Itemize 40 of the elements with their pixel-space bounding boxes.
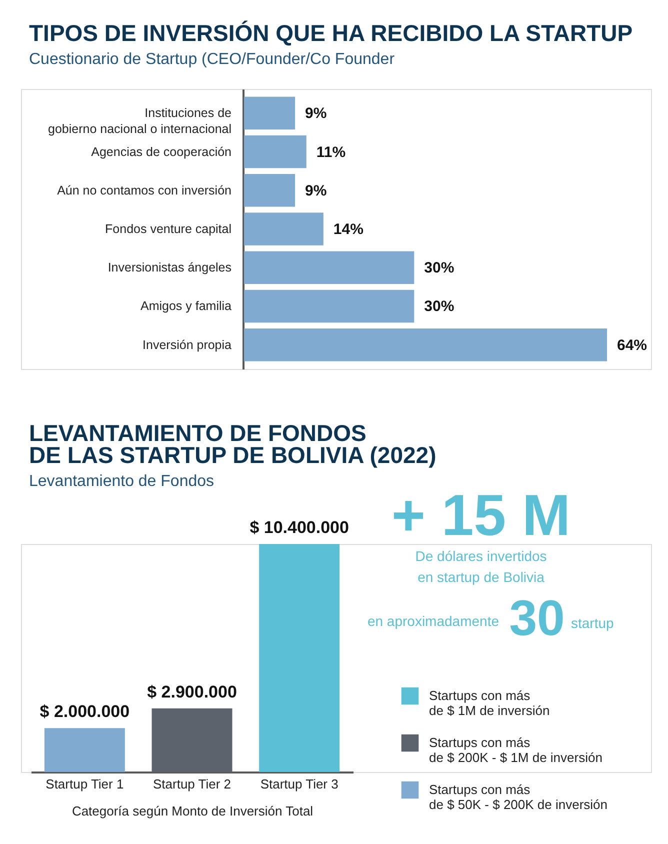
x-tick-label: Startup Tier 3 [260, 776, 338, 792]
text: 30 [509, 590, 565, 646]
data-label: 64% [617, 336, 648, 354]
legend-label: Startups con más de $ 200K - $ 1M de inversión [429, 735, 602, 765]
x-tick-label: Startup Tier 1 [46, 776, 124, 792]
legend-label: Startups con más de $ 1M de inversión [429, 688, 550, 718]
chart-title: LEVANTAMIENTO DE FONDOS DE LAS STARTUP DE BOLIVIA (2022) [29, 420, 436, 468]
data-label: $ 10.400.000 [250, 518, 349, 537]
y-tick-label: Aún no contamos con inversión [57, 183, 232, 198]
chart-title: TIPOS DE INVERSIÓN QUE HA RECIBIDO LA STARTUP [29, 20, 633, 46]
bar [244, 135, 306, 168]
bar [244, 174, 296, 207]
bar [244, 212, 324, 246]
data-label: $ 2.900.000 [147, 682, 237, 702]
chart-subtitle: Levantamiento de Fondos [29, 473, 214, 490]
bar [244, 328, 607, 362]
bar [244, 251, 414, 284]
legend-label: Startups con más de $ 50K - $ 200K de inversión [429, 782, 608, 812]
bar [244, 96, 296, 130]
text: De dólares invertidos en startup de Bolivia [415, 548, 547, 585]
text: startup [571, 615, 614, 631]
y-tick-label: Agencias de cooperación [91, 144, 232, 159]
data-label: $ 2.000.000 [40, 702, 130, 722]
data-label: 9% [305, 182, 327, 200]
y-tick-label: Amigos y familia [140, 299, 232, 314]
data-label: 9% [305, 105, 327, 122]
y-tick-label: Fondos venture capital [105, 222, 232, 236]
y-tick-label: Inversión propia [142, 338, 232, 352]
data-label: 14% [333, 221, 364, 238]
text: en aproximadamente [367, 613, 500, 629]
text: + 15 M [392, 483, 570, 548]
y-tick-label: Inversionistas ángeles [108, 260, 232, 275]
x-tick-label: Startup Tier 2 [152, 776, 232, 792]
y-tick-label: Instituciones de gobierno nacional o internacional [48, 106, 232, 136]
x-axis-title: Categoría según Monto de Inversión Total [72, 804, 314, 818]
bar [244, 290, 414, 323]
data-label: 30% [424, 260, 454, 277]
chart-subtitle: Cuestionario de Startup (CEO/Founder/Co Founder [29, 51, 396, 68]
data-label: 11% [316, 144, 346, 161]
data-label: 30% [424, 298, 454, 316]
